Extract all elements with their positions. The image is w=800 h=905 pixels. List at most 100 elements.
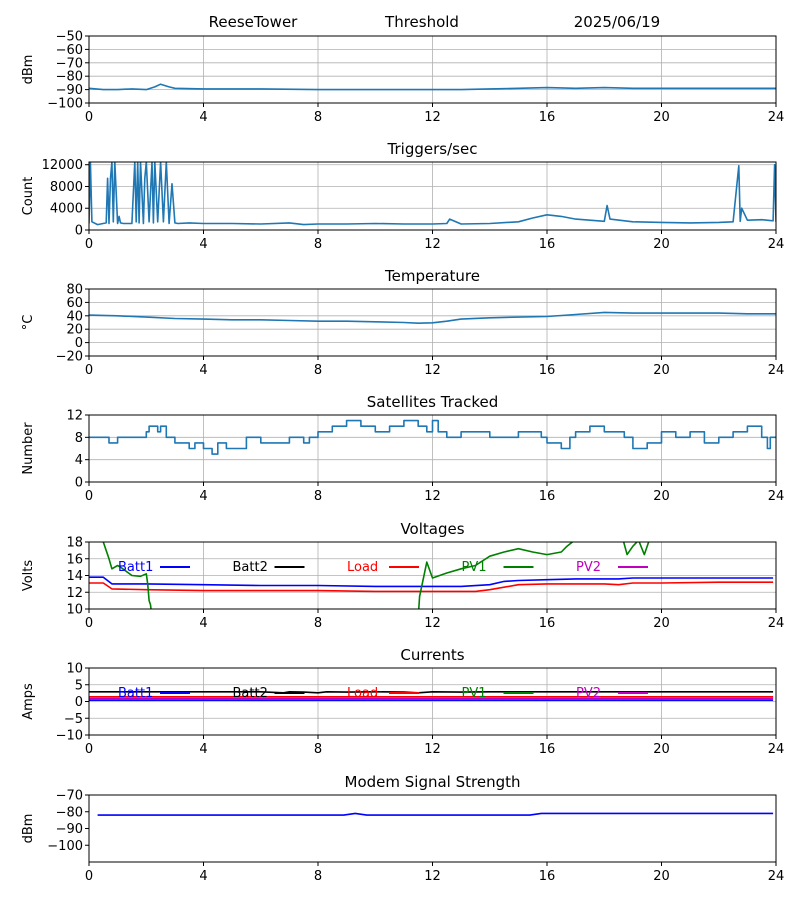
y-tick-label: 0 [75, 224, 83, 239]
panel-threshold: 0 4 8 12 16 20 24 −100−90−80−70−60−50 dBm [21, 30, 784, 126]
x-tick-label: 16 [539, 237, 556, 252]
legend-label-pv1: PV1 [462, 560, 487, 575]
y-tick-label: 5 [75, 678, 83, 693]
y-tick-label: −90 [56, 83, 83, 98]
x-tick-label: 0 [85, 489, 93, 504]
x-tick-label: 20 [653, 489, 670, 504]
chart-title: Temperature [384, 267, 480, 285]
x-tick-label: 4 [199, 110, 207, 125]
panel-satellites: 0 4 8 12 16 20 24 0 4 8 12 Satellites Tracked Number [21, 393, 784, 504]
y-tick-label: 0 [75, 695, 83, 710]
x-tick-label: 24 [768, 363, 785, 378]
y-axis-label: °C [21, 315, 36, 331]
x-tick-label: 0 [85, 110, 93, 125]
x-tick-label: 16 [539, 363, 556, 378]
y-tick-label: 12 [66, 409, 83, 424]
x-tick-label: 20 [653, 616, 670, 631]
y-axis-label: Count [21, 177, 36, 216]
x-tick-label: 8 [314, 616, 322, 631]
y-tick-label: 4000 [50, 202, 83, 217]
x-tick-label: 0 [85, 616, 93, 631]
panel-triggers: 0 4 8 12 16 20 24 0 4000 8000 12000 Triggers/sec Cou… [21, 140, 784, 252]
y-tick-label: 80 [66, 283, 83, 298]
y-tick-label: −70 [56, 56, 83, 71]
y-tick-label: −70 [56, 789, 83, 804]
y-tick-label: 20 [66, 323, 83, 338]
header-mode: Threshold [384, 13, 459, 31]
series-line-batt1 [89, 576, 774, 588]
x-tick-label: 24 [768, 237, 785, 252]
x-tick-label: 4 [199, 363, 207, 378]
panel-modem: 0 4 8 12 16 20 24 −100 −90 −80−70 Modem Signal Str… [21, 773, 784, 884]
legend-label-batt2: Batt2 [233, 560, 268, 575]
y-tick-label: 12 [66, 586, 83, 601]
x-tick-label: 16 [539, 489, 556, 504]
legend-label-batt1: Batt1 [118, 560, 153, 575]
x-tick-label: 12 [424, 110, 441, 125]
x-tick-label: 20 [653, 363, 670, 378]
x-tick-label: 8 [314, 110, 322, 125]
x-tick-label: 16 [539, 616, 556, 631]
y-tick-label: −100 [47, 97, 83, 112]
series-line-1 [89, 311, 776, 325]
x-tick-label: 20 [653, 742, 670, 757]
x-tick-label: 8 [314, 363, 322, 378]
y-axis-label: Amps [21, 683, 36, 720]
chart-title: Modem Signal Strength [345, 773, 521, 791]
series-line-load [89, 581, 774, 593]
y-axis-label: dBm [21, 814, 36, 844]
chart-title: Triggers/sec [387, 140, 478, 158]
chart-title: Voltages [400, 520, 464, 538]
y-tick-label: −90 [56, 822, 83, 837]
x-tick-label: 8 [314, 489, 322, 504]
legend-label-batt2: Batt2 [233, 686, 268, 701]
legend-label-pv2: PV2 [576, 560, 601, 575]
series-line-1 [97, 812, 774, 816]
x-tick-label: 12 [424, 237, 441, 252]
y-tick-label: −50 [56, 30, 83, 45]
y-tick-label: −5 [64, 712, 83, 727]
chart-title: Currents [400, 646, 464, 664]
x-tick-label: 24 [768, 869, 785, 884]
y-tick-label: 0 [75, 336, 83, 351]
x-tick-label: 24 [768, 742, 785, 757]
header-date: 2025/06/19 [574, 13, 660, 31]
series-line-1 [89, 83, 776, 91]
x-tick-label: 16 [539, 742, 556, 757]
y-tick-label: 4 [75, 453, 83, 468]
y-tick-label: 16 [66, 552, 83, 567]
x-tick-label: 12 [424, 616, 441, 631]
y-tick-label: 18 [66, 536, 83, 551]
series-line-1 [89, 162, 776, 226]
y-tick-label: 8000 [50, 180, 83, 195]
y-tick-label: 0 [75, 476, 83, 491]
y-tick-label: −10 [56, 729, 83, 744]
x-tick-label: 8 [314, 237, 322, 252]
x-tick-label: 16 [539, 110, 556, 125]
y-tick-label: 60 [66, 296, 83, 311]
x-tick-label: 16 [539, 869, 556, 884]
y-axis-label: dBm [21, 55, 36, 85]
x-tick-label: 0 [85, 869, 93, 884]
y-tick-label: 14 [66, 569, 83, 584]
y-tick-label: 12000 [42, 158, 83, 173]
y-tick-label: 40 [66, 309, 83, 324]
y-tick-label: 10 [66, 603, 83, 618]
chart-title: Satellites Tracked [367, 393, 498, 411]
x-tick-label: 4 [199, 869, 207, 884]
series-line-1 [89, 419, 776, 455]
x-tick-label: 4 [199, 616, 207, 631]
x-tick-label: 12 [424, 742, 441, 757]
x-tick-label: 24 [768, 489, 785, 504]
x-tick-label: 12 [424, 489, 441, 504]
legend-label-pv2: PV2 [576, 686, 601, 701]
x-tick-label: 20 [653, 237, 670, 252]
x-tick-label: 4 [199, 489, 207, 504]
legend-label-pv1: PV1 [462, 686, 487, 701]
y-tick-label: −100 [47, 839, 83, 854]
y-tick-label: −20 [56, 350, 83, 365]
